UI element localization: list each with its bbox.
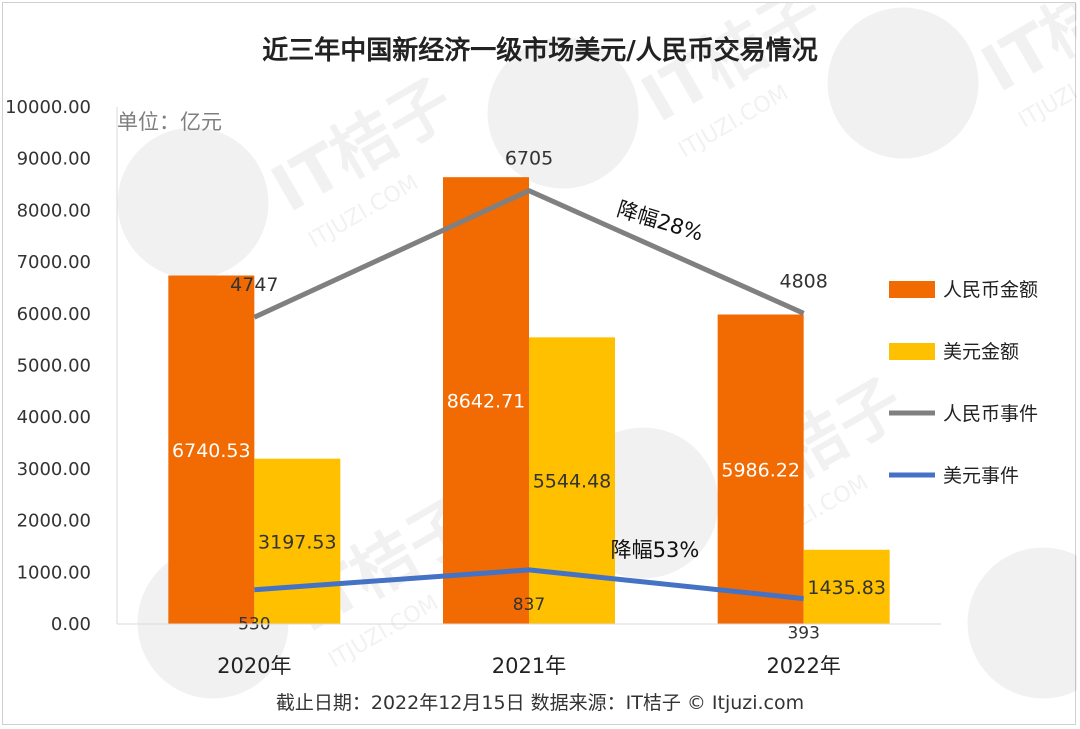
bar-rmb-amount	[168, 275, 255, 624]
line-series	[253, 188, 805, 602]
bar-label-usd: 3197.53	[258, 531, 337, 553]
y-tick-label: 6000.00	[17, 304, 91, 325]
legend-swatch	[889, 281, 935, 298]
legend-label: 人民币金额	[943, 279, 1038, 301]
line-label-usd: 837	[513, 595, 545, 615]
line-label-rmb: 4808	[779, 270, 827, 292]
line-usd-events	[254, 567, 804, 602]
legend-label: 美元事件	[943, 465, 1019, 487]
y-tick-label: 9000.00	[17, 149, 91, 170]
y-tick-label: 7000.00	[17, 252, 91, 273]
bar-usd-amount	[254, 458, 341, 624]
bar-series	[168, 177, 890, 625]
x-tick-label: 2021年	[492, 654, 566, 678]
chart-canvas: IT桔子ITJUZI.COMIT桔子ITJUZI.COMIT桔子ITJUZI.C…	[5, 3, 1077, 714]
annotation-rmb-drop: 降幅28%	[614, 197, 706, 246]
y-tick-label: 3000.00	[17, 459, 91, 480]
y-tick-label: 2000.00	[17, 511, 91, 532]
line-label-usd: 393	[787, 624, 819, 644]
y-tick-label: 10000.00	[5, 97, 91, 118]
bar-label-usd: 1435.83	[807, 577, 886, 599]
x-axis: 2020年 2021年 2022年	[117, 623, 941, 678]
line-label-usd: 530	[238, 615, 270, 635]
source-footer: 截止日期：2022年12月15日 数据来源：IT桔子 © Itjuzi.com	[276, 692, 804, 714]
data-labels: 6740.53 3197.53 8642.71 5544.48 5986.22 1435.…	[172, 148, 886, 644]
bar-label-rmb: 8642.71	[447, 391, 526, 413]
line-label-rmb: 6705	[505, 148, 553, 170]
y-tick-label: 1000.00	[17, 562, 91, 583]
y-axis: 0.00 1000.00 2000.00 3000.00 4000.00 5000.00 6…	[5, 97, 118, 635]
watermark-circle	[487, 37, 639, 189]
annotation-usd-drop: 降幅53%	[611, 538, 700, 562]
bar-label-rmb: 5986.22	[721, 459, 800, 481]
watermark-circle	[827, 7, 979, 159]
x-tick-label: 2020年	[217, 654, 291, 678]
bar-usd-amount	[803, 549, 890, 624]
x-tick-label: 2022年	[766, 654, 840, 678]
bar-rmb-amount	[443, 177, 529, 625]
legend-label: 人民币事件	[943, 403, 1038, 425]
legend-label: 美元金额	[943, 341, 1019, 363]
watermark-circle	[967, 547, 1077, 699]
line-rmb-events	[253, 188, 805, 320]
y-tick-label: 8000.00	[17, 200, 91, 221]
unit-label: 单位：亿元	[117, 110, 222, 134]
y-tick-label: 4000.00	[17, 407, 91, 428]
watermark-circle	[117, 127, 269, 279]
bar-rmb-amount	[717, 314, 804, 624]
bar-label-rmb: 6740.53	[172, 440, 251, 462]
legend-swatch	[889, 343, 935, 360]
y-tick-label: 5000.00	[17, 356, 91, 377]
y-tick-label: 0.00	[51, 614, 91, 635]
chart-title: 近三年中国新经济一级市场美元/人民币交易情况	[262, 35, 818, 66]
bar-label-usd: 5544.48	[533, 471, 612, 493]
line-label-rmb: 4747	[230, 274, 278, 296]
